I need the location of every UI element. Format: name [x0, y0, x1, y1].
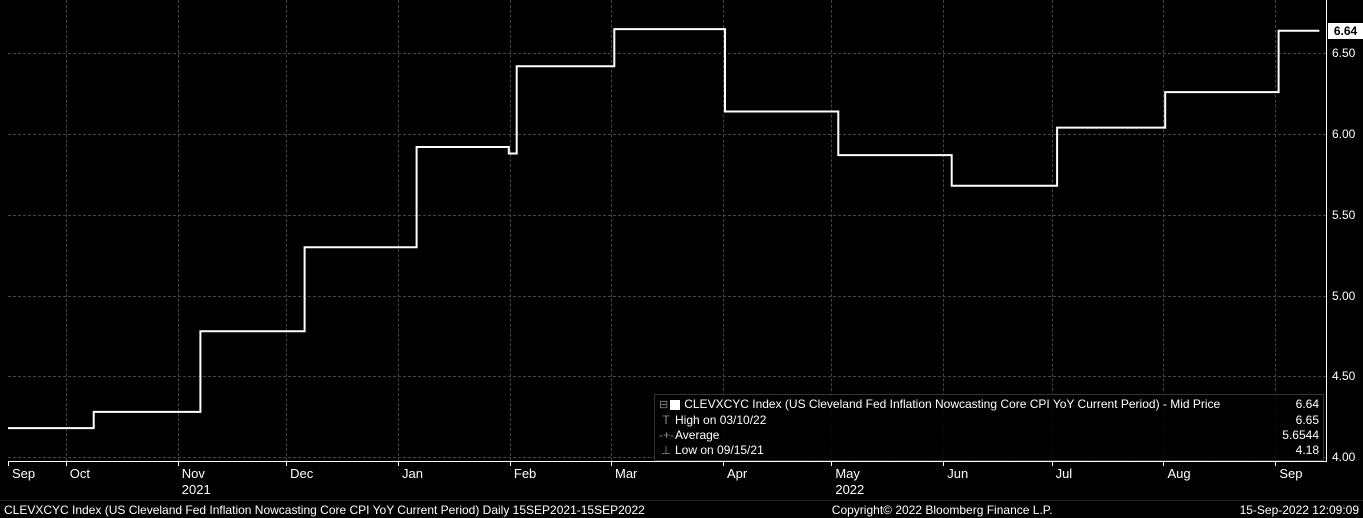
legend-glyph-icon: T — [659, 413, 673, 428]
legend-title-row: ⊟ CLEVXCYC Index (US Cleveland Fed Inflat… — [659, 397, 1319, 413]
x-month-label: Sep — [1279, 466, 1302, 481]
legend-row: THigh on 03/10/22 6.65 — [659, 413, 1319, 428]
x-month-label: Aug — [1167, 466, 1190, 481]
legend-title: CLEVXCYC Index (US Cleveland Fed Inflati… — [684, 397, 1220, 411]
legend-row-value: 6.65 — [1296, 413, 1319, 428]
x-month-label: May — [835, 466, 860, 481]
x-tick — [831, 462, 832, 466]
y-tick-label: 4.50 — [1328, 369, 1363, 383]
x-month-label: Apr — [727, 466, 747, 481]
x-tick — [178, 462, 179, 466]
x-tick — [286, 462, 287, 466]
footer-bar: CLEVXCYC Index (US Cleveland Fed Inflati… — [0, 500, 1363, 518]
footer-center: Copyright© 2022 Bloomberg Finance L.P. — [832, 503, 1053, 517]
y-tick-label: 6.00 — [1328, 127, 1363, 141]
x-tick — [398, 462, 399, 466]
y-tick-label: 6.50 — [1328, 46, 1363, 60]
tree-expand-icon: ⊟ — [659, 399, 668, 411]
x-tick — [723, 462, 724, 466]
y-tick-label: 4.00 — [1328, 450, 1363, 464]
legend-title-value: 6.64 — [1296, 397, 1319, 413]
x-year-label: 2021 — [182, 482, 211, 497]
footer-left: CLEVXCYC Index (US Cleveland Fed Inflati… — [4, 503, 645, 517]
terminal-chart: ⊟ CLEVXCYC Index (US Cleveland Fed Inflat… — [0, 0, 1363, 518]
legend-row-value: 5.6544 — [1282, 428, 1319, 443]
x-tick — [611, 462, 612, 466]
x-year-label: 2022 — [835, 482, 864, 497]
x-month-label: Feb — [514, 466, 536, 481]
legend-row: ⊥Low on 09/15/21 4.18 — [659, 443, 1319, 458]
legend-row-label: Average — [675, 428, 719, 442]
legend-glyph-icon: -+- — [659, 428, 673, 443]
legend-row-label: High on 03/10/22 — [675, 413, 766, 427]
legend-row: -+-Average 5.6544 — [659, 428, 1319, 443]
x-month-label: Dec — [290, 466, 313, 481]
x-tick — [510, 462, 511, 466]
x-month-label: Jul — [1056, 466, 1073, 481]
x-tick — [1163, 462, 1164, 466]
x-month-label: Jun — [947, 466, 968, 481]
plot-area: ⊟ CLEVXCYC Index (US Cleveland Fed Inflat… — [8, 0, 1326, 462]
x-axis-labels: Sep Oct Nov Dec Jan Feb Mar Apr May Jun Jul Aug Sep 2… — [8, 464, 1326, 500]
x-tick — [66, 462, 67, 466]
x-month-label: Oct — [70, 466, 90, 481]
legend-glyph-icon: ⊥ — [659, 443, 673, 458]
y-tick-label: 5.00 — [1328, 289, 1363, 303]
y-tick-label: 5.50 — [1328, 208, 1363, 222]
last-price-tag: 6.64 — [1328, 23, 1363, 39]
legend-row-label: Low on 09/15/21 — [675, 443, 764, 457]
x-month-label: Sep — [12, 466, 35, 481]
y-axis: 4.00 4.50 5.00 5.50 6.00 6.50 6.64 — [1326, 0, 1363, 462]
x-month-label: Nov — [182, 466, 205, 481]
legend-box: ⊟ CLEVXCYC Index (US Cleveland Fed Inflat… — [654, 394, 1324, 461]
step-line-svg — [8, 0, 1326, 462]
x-tick — [8, 462, 9, 466]
x-tick — [1275, 462, 1276, 466]
series-color-swatch — [670, 400, 680, 410]
legend-row-value: 4.18 — [1296, 443, 1319, 458]
x-month-label: Mar — [615, 466, 637, 481]
series-line — [8, 29, 1319, 428]
x-tick — [1052, 462, 1053, 466]
x-tick — [943, 462, 944, 466]
x-month-label: Jan — [402, 466, 423, 481]
footer-right: 15-Sep-2022 12:09:09 — [1240, 503, 1359, 517]
